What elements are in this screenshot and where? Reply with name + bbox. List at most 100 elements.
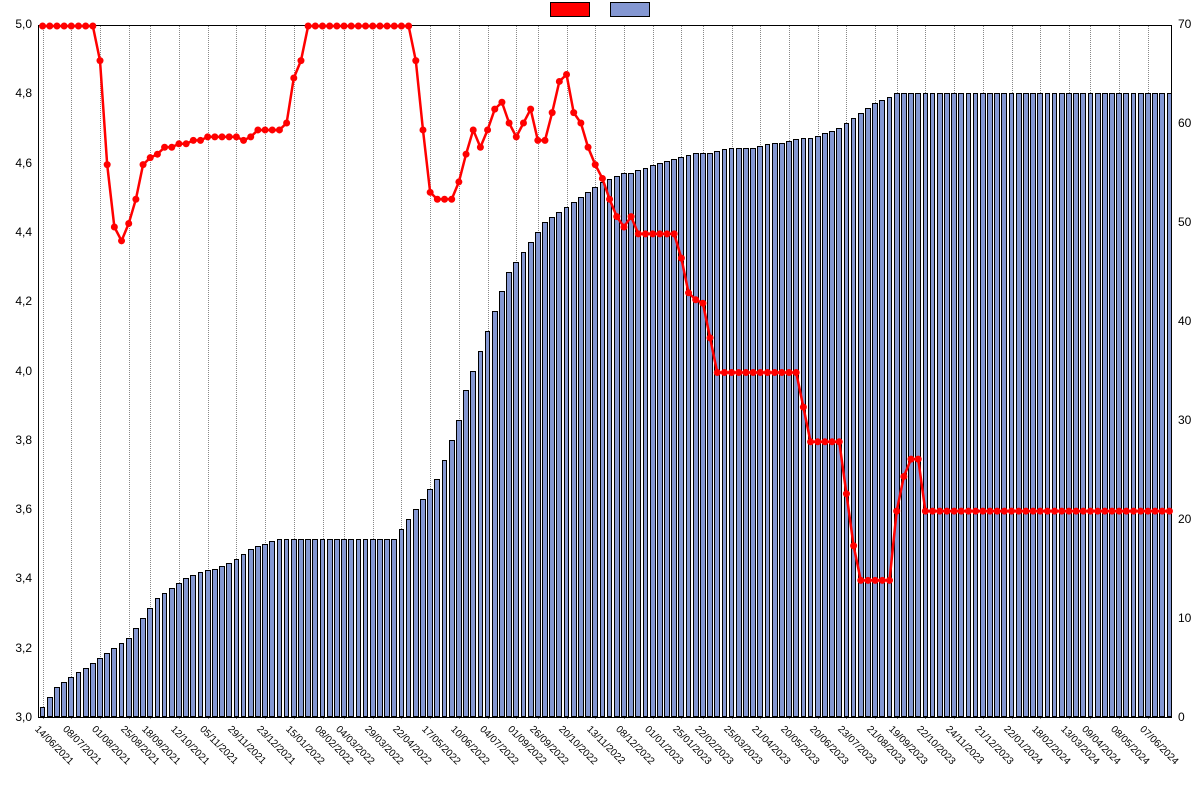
bar — [370, 539, 376, 717]
y-right-tick: 20 — [1178, 512, 1191, 526]
bar — [456, 420, 462, 717]
line-marker — [269, 126, 276, 133]
line-marker — [140, 161, 147, 168]
bar — [212, 569, 218, 718]
line-marker — [448, 196, 455, 203]
line-marker — [376, 23, 383, 30]
bar — [478, 351, 484, 717]
line-marker — [247, 133, 254, 140]
line-marker — [111, 223, 118, 230]
bar — [901, 93, 907, 717]
bar — [628, 173, 634, 718]
bar — [592, 187, 598, 717]
bar — [908, 93, 914, 717]
bar — [1123, 93, 1129, 717]
chart-container: 3,03,23,43,63,84,04,24,44,64,85,00102030… — [0, 0, 1200, 800]
bar — [169, 588, 175, 717]
bar — [808, 138, 814, 717]
bar — [621, 173, 627, 718]
bar — [1073, 93, 1079, 717]
y-right-tick: 30 — [1178, 413, 1191, 427]
line-marker — [527, 106, 534, 113]
line-marker — [541, 137, 548, 144]
bar — [449, 440, 455, 717]
bar — [298, 539, 304, 717]
line-marker — [405, 23, 412, 30]
bar — [499, 291, 505, 717]
bar — [879, 100, 885, 717]
bar — [915, 93, 921, 717]
line-marker — [434, 196, 441, 203]
bar — [83, 668, 89, 718]
bar — [793, 139, 799, 717]
bar — [743, 148, 749, 717]
y-right-tick: 0 — [1178, 710, 1185, 724]
bar — [219, 566, 225, 717]
bar — [40, 707, 46, 717]
legend — [550, 2, 650, 17]
line-marker — [419, 126, 426, 133]
line-marker — [104, 161, 111, 168]
bar — [678, 157, 684, 717]
bar — [686, 155, 692, 717]
line-marker — [254, 126, 261, 133]
bar — [1116, 93, 1122, 717]
line-marker — [190, 137, 197, 144]
bar — [1066, 93, 1072, 717]
bar — [564, 207, 570, 717]
gridline — [100, 26, 101, 719]
bar — [923, 93, 929, 717]
line-marker — [154, 151, 161, 158]
bar — [987, 93, 993, 717]
y-right-tick: 10 — [1178, 611, 1191, 625]
line-marker — [498, 99, 505, 106]
bar — [542, 222, 548, 717]
line-marker — [305, 23, 312, 30]
bar — [549, 217, 555, 717]
bar — [320, 539, 326, 717]
bar — [470, 371, 476, 718]
bar — [176, 583, 182, 717]
bar — [492, 311, 498, 717]
bar — [434, 479, 440, 717]
bar — [241, 554, 247, 717]
bar — [1052, 93, 1058, 717]
bar — [68, 677, 74, 717]
bar — [664, 161, 670, 717]
bar — [535, 232, 541, 717]
bar — [76, 672, 82, 717]
bar — [1059, 93, 1065, 717]
bar — [305, 539, 311, 717]
bar — [1138, 93, 1144, 717]
bar — [506, 272, 512, 718]
line-marker — [326, 23, 333, 30]
bar — [312, 539, 318, 717]
bar — [1037, 93, 1043, 717]
bar — [463, 390, 469, 717]
bar — [1095, 93, 1101, 717]
bar — [772, 143, 778, 717]
y-left-tick: 4,0 — [0, 364, 32, 378]
bar — [442, 460, 448, 717]
line-marker — [463, 151, 470, 158]
line-marker — [549, 109, 556, 116]
bar — [714, 151, 720, 717]
y-left-tick: 3,4 — [0, 571, 32, 585]
line-marker — [183, 140, 190, 147]
bar — [97, 658, 103, 717]
bar — [140, 618, 146, 717]
bar — [736, 148, 742, 717]
bar — [643, 168, 649, 717]
bar — [104, 653, 110, 717]
line-marker — [491, 106, 498, 113]
bar — [234, 559, 240, 717]
y-right-tick: 70 — [1178, 17, 1191, 31]
bar — [1016, 93, 1022, 717]
bar — [341, 539, 347, 717]
bar — [413, 509, 419, 717]
bar — [750, 148, 756, 717]
bar — [47, 697, 53, 717]
bar — [650, 165, 656, 717]
line-marker — [412, 57, 419, 64]
bar — [707, 153, 713, 717]
